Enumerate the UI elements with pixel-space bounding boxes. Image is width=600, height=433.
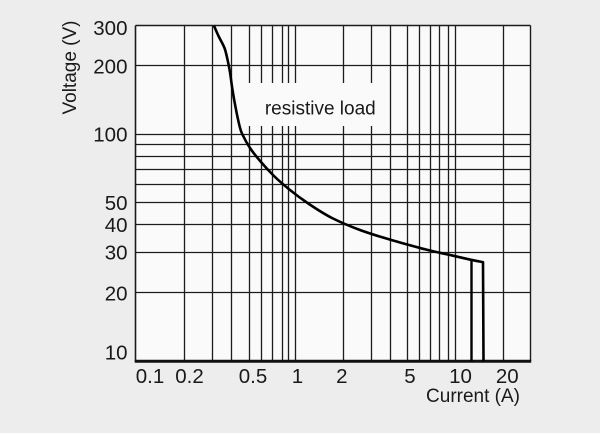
svg-text:30: 30 bbox=[105, 242, 128, 265]
svg-text:40: 40 bbox=[105, 214, 128, 237]
svg-text:0.5: 0.5 bbox=[239, 365, 268, 388]
svg-text:10: 10 bbox=[105, 342, 128, 365]
svg-text:Voltage (V): Voltage (V) bbox=[60, 21, 81, 115]
svg-text:20: 20 bbox=[496, 365, 519, 388]
svg-text:0.1: 0.1 bbox=[136, 365, 165, 388]
svg-text:200: 200 bbox=[93, 55, 127, 78]
svg-text:10: 10 bbox=[449, 365, 472, 388]
svg-text:0.2: 0.2 bbox=[175, 365, 204, 388]
svg-text:50: 50 bbox=[105, 192, 128, 215]
svg-text:Current (A): Current (A) bbox=[426, 386, 520, 407]
svg-text:300: 300 bbox=[93, 17, 127, 40]
svg-text:resistive load: resistive load bbox=[265, 99, 376, 120]
svg-text:5: 5 bbox=[404, 365, 415, 388]
svg-text:100: 100 bbox=[93, 123, 127, 146]
svg-text:2: 2 bbox=[336, 365, 347, 388]
svg-text:1: 1 bbox=[292, 365, 303, 388]
svg-text:20: 20 bbox=[105, 282, 128, 305]
